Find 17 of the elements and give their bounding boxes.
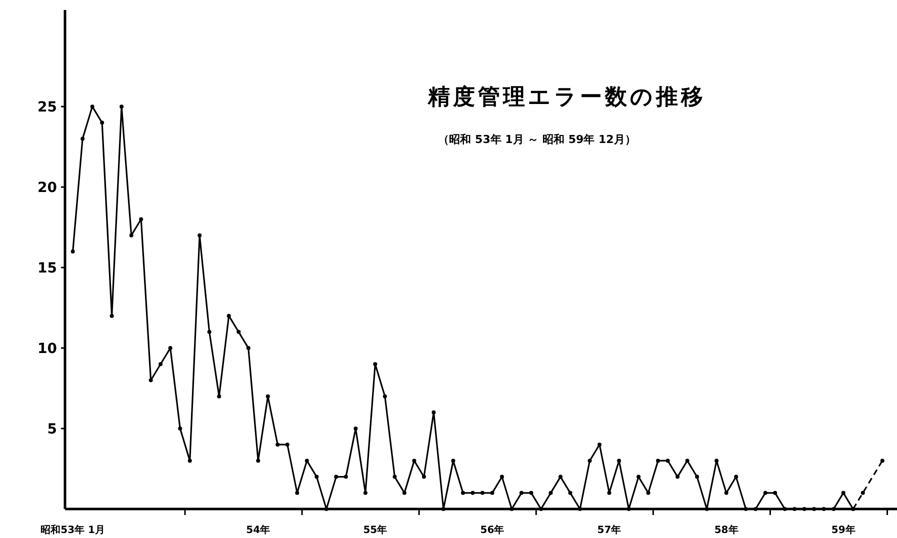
x-tick-label: 54年	[246, 524, 270, 536]
y-tick-label: 20	[38, 180, 58, 196]
x-tick-label: 56年	[480, 524, 504, 536]
x-tick-label: 58年	[714, 524, 738, 536]
x-tick-label: 57年	[597, 524, 622, 536]
text: 精度管理エラー数の推移	[427, 84, 706, 110]
text: （昭和 53年 1月 ～ 昭和 59年 12月）	[438, 133, 636, 146]
y-tick-label: 5	[47, 422, 57, 438]
y-tick-label: 15	[38, 260, 57, 277]
x-tick-label: 59年	[831, 524, 856, 536]
x-tick-label: 昭和53年 1月	[40, 524, 105, 536]
y-tick-label: 25	[38, 100, 57, 116]
y-tick-label: 10	[38, 341, 58, 358]
point	[880, 458, 884, 463]
point	[860, 490, 865, 495]
point	[851, 507, 856, 511]
x-tick-label: 55年	[363, 524, 388, 536]
